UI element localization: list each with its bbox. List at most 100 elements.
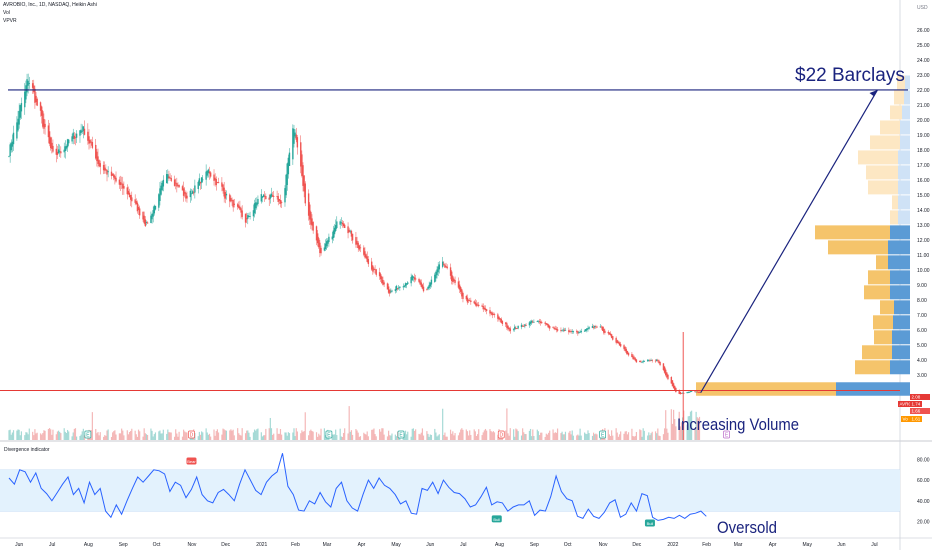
candle-down — [659, 361, 661, 365]
candle-down — [73, 135, 76, 139]
candle-up — [412, 276, 415, 278]
volume-bar — [51, 434, 53, 440]
vpvr-row-down — [874, 330, 892, 345]
volume-bar — [309, 430, 311, 440]
badge-price-text: 2.08 — [912, 395, 921, 400]
volume-bar — [153, 434, 155, 440]
candle-down — [277, 196, 279, 202]
price-axis[interactable]: 3.00 4.00 5.00 6.00 7.00 8.00 9.00 10.00 11.00 12… — [917, 28, 930, 525]
oscillator-tick: 60.00 — [917, 478, 930, 484]
candle-down — [168, 176, 170, 179]
volume-bar — [268, 428, 270, 440]
vpvr-row-down — [862, 345, 892, 360]
volume-bar — [434, 428, 436, 440]
candle-down — [375, 269, 377, 275]
volume-bar — [381, 428, 383, 440]
candle-up — [159, 188, 161, 201]
volume-bar — [55, 434, 57, 440]
time-tick: 2021 — [256, 542, 267, 548]
volume-bar — [386, 436, 389, 440]
candle-down — [449, 267, 452, 276]
time-tick: Jul — [49, 542, 55, 548]
vol-indicator-label[interactable]: Vol — [3, 10, 10, 16]
candle-down — [91, 142, 94, 148]
volume-bar — [617, 436, 619, 440]
candle-down — [483, 307, 486, 310]
candle-down — [532, 321, 534, 323]
candle-down — [547, 324, 550, 328]
candle-up — [27, 80, 29, 86]
time-axis[interactable]: Jun Jul Aug Sep Oct Nov Dec 2021 Feb Mar Apr May Jun… — [15, 542, 877, 548]
volume-bar — [391, 433, 393, 440]
volume-bar — [255, 430, 257, 440]
volume-bar — [304, 412, 306, 440]
candle-down — [481, 305, 483, 307]
volume-bar — [136, 436, 139, 440]
candle-down — [142, 211, 144, 220]
volume-bar — [359, 436, 362, 440]
volume-bar — [52, 429, 54, 440]
volume-bar — [366, 431, 368, 440]
candle-up — [256, 202, 258, 206]
candle-down — [51, 142, 53, 149]
volume-bar — [588, 433, 590, 440]
volume-bar — [556, 428, 559, 440]
badge-small-text: 1.66 — [912, 409, 921, 414]
volume-bar — [654, 431, 657, 440]
candle-down — [601, 326, 604, 331]
volume-bar — [633, 436, 635, 440]
volume-bar — [199, 434, 202, 440]
candle-down — [493, 314, 496, 315]
price-tick: 5.00 — [917, 343, 927, 349]
time-tick: Nov — [187, 542, 196, 548]
volume-bar — [350, 430, 353, 440]
event-marker-label: E — [399, 433, 403, 439]
candle-up — [571, 331, 573, 332]
candle-down — [88, 136, 90, 144]
candle-up — [10, 143, 12, 151]
volume-bar — [167, 429, 169, 440]
candle-down — [122, 183, 124, 189]
volume-bar — [206, 432, 208, 440]
volume-bar — [99, 432, 101, 440]
volume-bar — [687, 416, 689, 440]
candle-up — [398, 287, 400, 289]
volume-bar — [25, 432, 27, 440]
volume-bar — [544, 436, 546, 440]
candle-down — [552, 327, 554, 329]
volume-bar — [663, 428, 666, 440]
vpvr-row-down — [890, 210, 898, 225]
volume-bar — [532, 429, 534, 440]
candle-down — [178, 184, 180, 188]
candle-down — [177, 184, 179, 186]
volume-bar — [596, 434, 598, 440]
candle-up — [205, 171, 207, 180]
oscillator-tick: 80.00 — [917, 457, 930, 463]
candlestick-series — [8, 73, 701, 395]
volume-bar — [178, 431, 180, 440]
vpvr-indicator-label[interactable]: VPVR — [3, 18, 17, 24]
volume-bar — [478, 429, 480, 440]
candle-up — [599, 326, 602, 328]
volume-bar — [296, 431, 298, 440]
candle-down — [453, 279, 455, 281]
candle-up — [107, 171, 109, 173]
volume-bar — [563, 434, 565, 440]
volume-bar — [490, 431, 492, 440]
volume-bar — [388, 430, 390, 440]
candle-down — [136, 202, 139, 212]
candle-up — [428, 284, 430, 289]
volume-bar — [499, 436, 501, 440]
candle-down — [241, 210, 243, 217]
candle-down — [312, 221, 314, 231]
volume-bar — [675, 426, 677, 440]
volume-bar — [491, 432, 493, 440]
candle-up — [64, 146, 67, 151]
candle-up — [561, 329, 563, 331]
candle-down — [114, 176, 116, 180]
volume-bar — [154, 432, 157, 440]
candle-down — [460, 287, 462, 292]
candle-down — [570, 331, 572, 333]
volume-bar — [429, 434, 431, 440]
candle-up — [24, 91, 26, 108]
